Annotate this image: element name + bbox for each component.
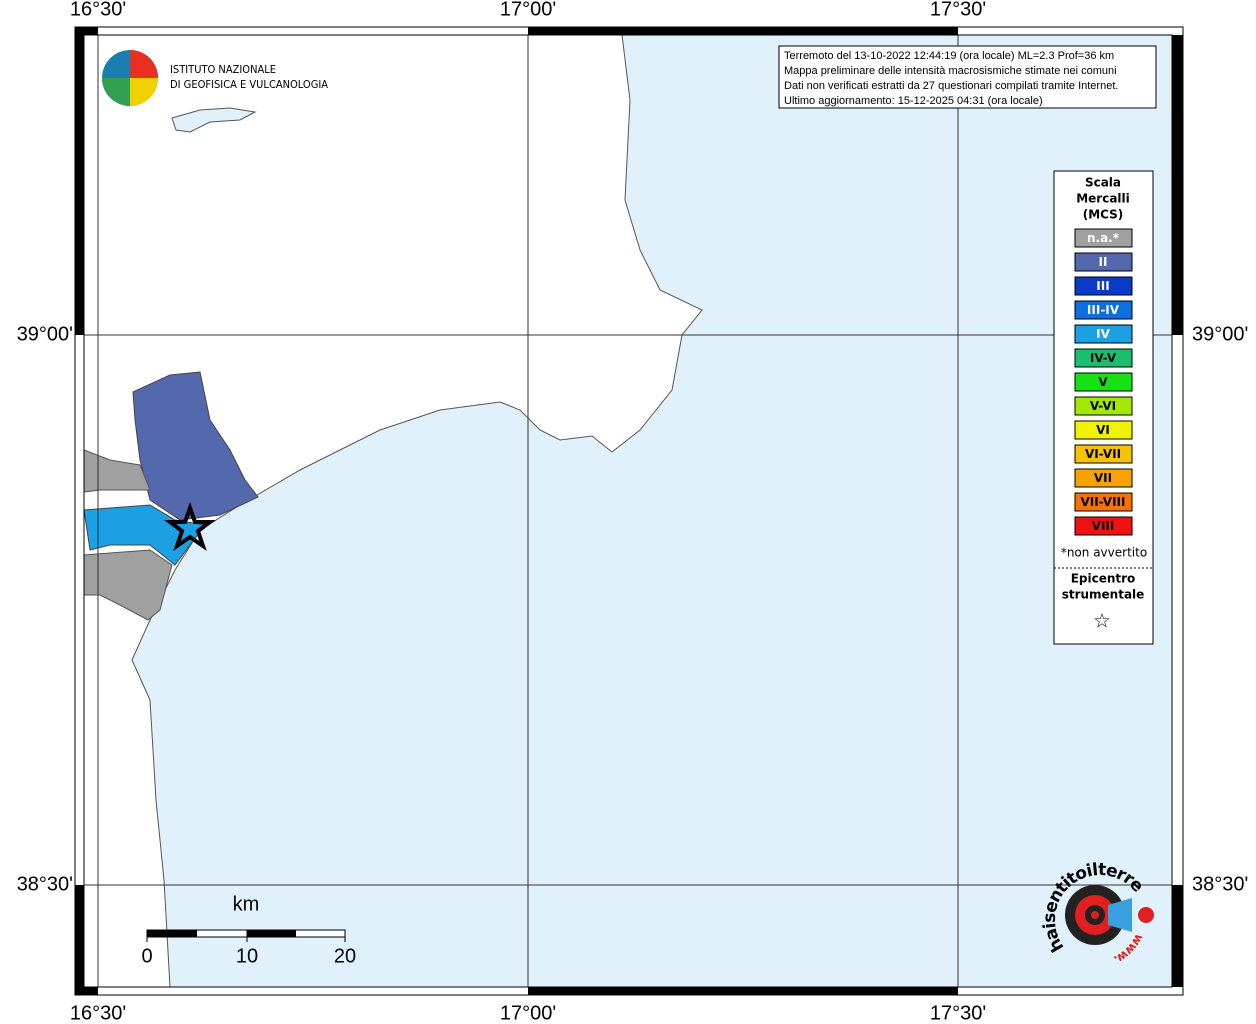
scale-unit: km [233,893,260,915]
legend-epicenter: Epicentro [1071,572,1136,586]
info-line: Ultimo aggiornamento: 15-12-2025 04:31 (… [784,95,1043,107]
legend-label: V-VI [1090,399,1116,413]
lon-label: 17°00' [500,0,556,20]
info-line: Terremoto del 13-10-2022 12:44:19 (ora l… [784,50,1114,62]
lat-label: 39°00' [1192,323,1248,345]
info-line: Dati non verificati estratti da 27 quest… [784,80,1118,92]
legend-label: III [1096,279,1109,293]
legend-label: VII [1094,471,1112,485]
info: Terremoto del 13-10-2022 12:44:19 (ora l… [784,50,1118,107]
legend-swatch [1074,324,1133,344]
legend-epicenter-symbol: ☆ [1093,609,1111,633]
axis-labels: 16°30' 16°30' 17°00' 17°00' 17°30' 17°30' 39°0… [17,0,1249,1024]
legend-swatch [1074,492,1133,512]
lon-label: 17°00' [500,1002,556,1024]
legend-label: VII-VIII [1080,495,1125,509]
region-intensity-ii [132,371,259,521]
legend-label: III-IV [1087,303,1120,317]
legend-title: Mercalli [1076,192,1130,206]
legend-note: *non avvertito [1061,546,1147,560]
logo-text: ISTITUTO NAZIONALE [170,63,276,76]
legend-label: VIII [1092,519,1115,533]
region-na [83,549,173,621]
legend-swatch [1074,276,1133,296]
lat-label: 38°30' [17,873,73,895]
info-line: Mappa preliminare delle intensità macros… [784,65,1117,77]
legend-swatch [1074,228,1133,248]
scale-label: 0 [141,945,152,967]
legend-swatch [1074,372,1133,392]
info-box [778,45,1157,109]
legend-label: VI-VII [1085,447,1121,461]
legend-swatch [1074,300,1133,320]
lon-label: 17°30' [930,0,986,20]
legend-swatch [1074,396,1133,416]
legend-swatch [1074,420,1133,440]
logo-text: DI GEOFISICA E VULCANOLOGIA [170,78,328,91]
lon-label: 17°30' [930,1002,986,1024]
legend-swatch [1074,516,1133,536]
scale-bar: km 0 10 20 [141,893,356,967]
lat-label: 38°30' [1192,873,1248,895]
legend-swatch [1074,468,1133,488]
lat-label: 39°00' [17,323,73,345]
legend-swatch [1074,348,1133,368]
scale-label: 10 [236,945,258,967]
legend-title: (MCS) [1083,208,1124,222]
land [83,34,703,988]
legend-label: IV [1096,327,1110,341]
frame [74,26,1184,996]
legend-swatch [1074,444,1133,464]
legend-label: V [1098,375,1108,389]
legend-label: II [1099,255,1108,269]
legend-label: VI [1096,423,1110,437]
epicenter [164,502,216,552]
grid [84,35,1172,987]
lon-label: 16°30' [70,0,126,20]
ingv-logo: ISTITUTO NAZIONALE DI GEOFISICA E VULCAN… [102,50,328,106]
scale-label: 20 [334,945,356,967]
lon-label: 16°30' [70,1002,126,1024]
lake [171,107,257,133]
legend: ScalaMercalli(MCS)n.a.*IIIIIIII-IVIVIV-V… [1061,176,1147,633]
legend-label: n.a.* [1087,231,1120,245]
legend-title: Scala [1085,176,1121,190]
legend-epicenter: strumentale [1062,588,1145,602]
legend-label: IV-V [1090,351,1117,365]
legend-swatch [1074,252,1133,272]
